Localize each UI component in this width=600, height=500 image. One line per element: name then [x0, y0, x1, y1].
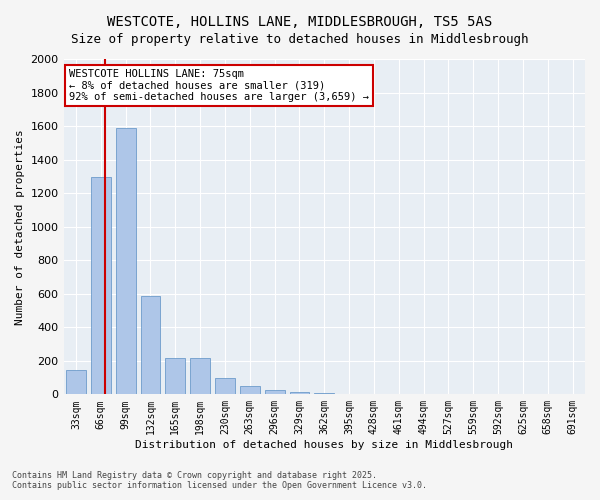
Bar	[66, 370, 86, 394]
Text: WESTCOTE HOLLINS LANE: 75sqm
← 8% of detached houses are smaller (319)
92% of se: WESTCOTE HOLLINS LANE: 75sqm ← 8% of det…	[69, 69, 369, 102]
Bar	[290, 392, 310, 394]
Bar	[190, 358, 210, 394]
Bar	[166, 358, 185, 394]
Bar	[265, 390, 284, 394]
Text: Size of property relative to detached houses in Middlesbrough: Size of property relative to detached ho…	[71, 32, 529, 46]
X-axis label: Distribution of detached houses by size in Middlesbrough: Distribution of detached houses by size …	[135, 440, 513, 450]
Bar	[314, 393, 334, 394]
Bar	[215, 378, 235, 394]
Bar	[240, 386, 260, 394]
Bar	[91, 177, 111, 394]
Y-axis label: Number of detached properties: Number of detached properties	[15, 129, 25, 324]
Text: WESTCOTE, HOLLINS LANE, MIDDLESBROUGH, TS5 5AS: WESTCOTE, HOLLINS LANE, MIDDLESBROUGH, T…	[107, 15, 493, 29]
Bar	[116, 128, 136, 394]
Bar	[140, 296, 160, 394]
Text: Contains HM Land Registry data © Crown copyright and database right 2025.
Contai: Contains HM Land Registry data © Crown c…	[12, 470, 427, 490]
